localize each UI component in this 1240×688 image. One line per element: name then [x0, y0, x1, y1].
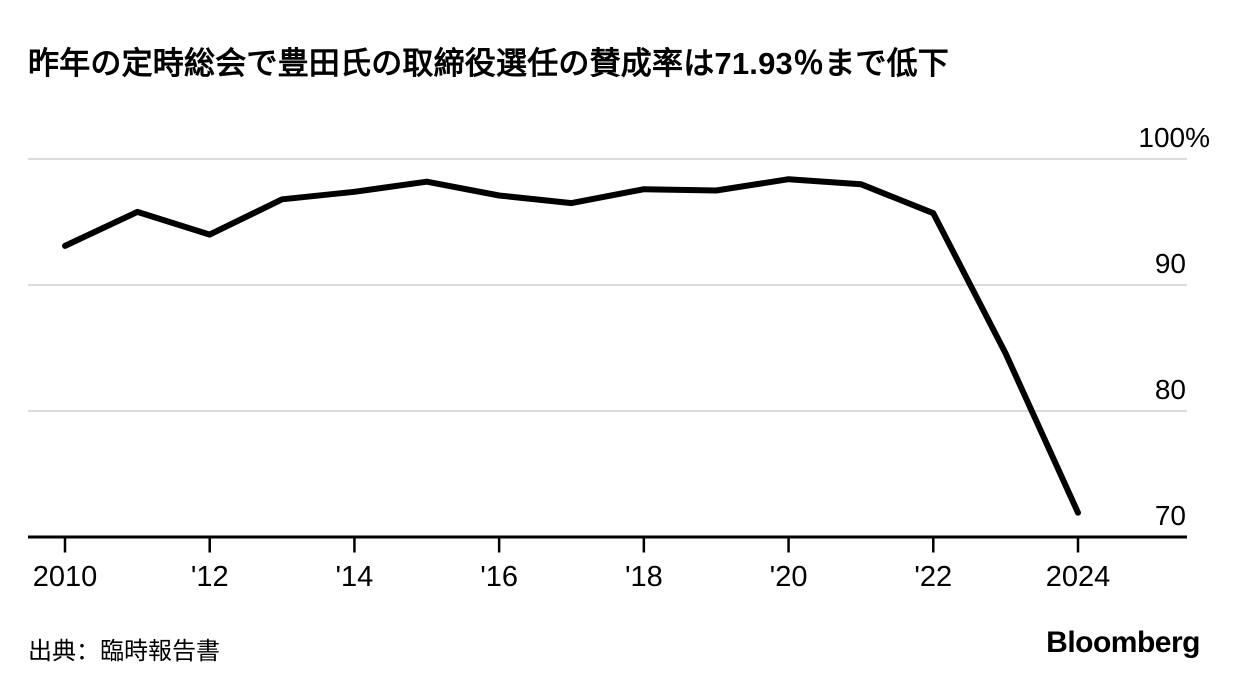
- y-axis-label-90: 90: [1155, 248, 1186, 279]
- x-axis-label-2018: '18: [625, 561, 663, 593]
- x-axis-label-2022: '22: [914, 561, 952, 593]
- chart-title: 昨年の定時総会で豊田氏の取締役選任の賛成率は71.93％まで低下: [28, 46, 949, 81]
- y-axis-label-100: 100%: [1138, 122, 1210, 153]
- bloomberg-logo: Bloomberg: [1046, 626, 1200, 659]
- y-axis-label-70: 70: [1155, 500, 1186, 531]
- y-axis-label-80: 80: [1155, 374, 1186, 405]
- x-axis-label-2024: 2024: [1046, 561, 1111, 593]
- x-axis-label-2020: '20: [770, 561, 808, 593]
- x-axis-label-2016: '16: [480, 561, 518, 593]
- x-axis-label-2012: '12: [191, 561, 229, 593]
- approval-rate-line: [62, 176, 1081, 516]
- x-axis-label-2014: '14: [336, 561, 374, 593]
- x-axis-label-2010: 2010: [33, 561, 98, 593]
- source-note: 出典：臨時報告書: [28, 638, 220, 665]
